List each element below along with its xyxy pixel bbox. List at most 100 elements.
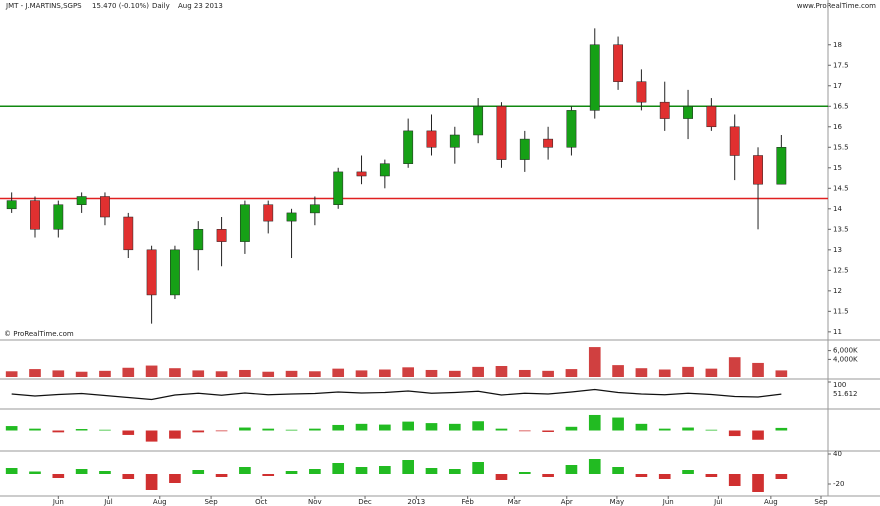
y-tick-label: 15	[833, 164, 842, 172]
bar	[122, 367, 135, 377]
y-tick-label: 13	[833, 246, 842, 254]
bar	[775, 427, 788, 431]
y-tick-label: 16	[833, 123, 842, 131]
bar	[215, 430, 228, 432]
candle-body	[496, 106, 507, 160]
bar	[355, 423, 368, 431]
bar	[355, 467, 368, 474]
candle-body	[53, 204, 64, 230]
bar	[612, 417, 624, 431]
bar	[122, 430, 135, 435]
bar	[5, 468, 18, 474]
y-tick-label: 17	[833, 82, 842, 90]
x-tick-label: May	[610, 498, 624, 506]
bar	[215, 474, 228, 477]
y-tick-label: 12	[833, 287, 842, 295]
y-tick-label: 100	[833, 381, 846, 389]
bar	[5, 371, 18, 377]
candle-body	[776, 147, 787, 185]
bar	[52, 474, 65, 478]
bar	[169, 474, 181, 483]
bar	[122, 474, 135, 479]
y-tick-label: -20	[833, 480, 844, 488]
bar	[425, 468, 438, 474]
symbol: JMT - J.MARTINS,SGPS	[5, 2, 82, 10]
bar	[705, 368, 718, 377]
bar	[635, 474, 648, 477]
bar	[5, 426, 18, 431]
bar	[29, 428, 41, 431]
bar	[262, 474, 275, 476]
bar	[752, 362, 764, 377]
bar	[775, 370, 788, 377]
bar	[728, 357, 741, 377]
bar	[332, 424, 345, 431]
bar	[239, 467, 251, 474]
bar	[262, 428, 275, 431]
bar	[379, 466, 391, 474]
bar	[472, 366, 484, 377]
candle-body	[216, 229, 227, 242]
bar	[29, 369, 41, 377]
bar	[542, 370, 554, 377]
y-tick-label: 4,000K	[833, 355, 858, 363]
bar	[285, 370, 298, 377]
bar	[379, 424, 391, 431]
x-tick-label: Jul	[103, 498, 113, 506]
candle-body	[239, 204, 250, 242]
y-tick-label: 40	[833, 450, 842, 458]
bar	[332, 368, 345, 377]
x-tick-label: Sep	[814, 498, 828, 506]
bar	[612, 467, 624, 474]
x-tick-label: Jun	[52, 498, 64, 506]
bar	[169, 368, 181, 377]
bar	[402, 367, 414, 377]
candle-body	[100, 196, 110, 218]
bar	[262, 371, 275, 377]
bar	[588, 414, 601, 431]
bar	[52, 370, 65, 377]
bar	[99, 370, 111, 377]
bar	[658, 428, 671, 431]
bar	[448, 469, 461, 474]
candle-body	[30, 200, 40, 230]
bar	[588, 459, 601, 474]
y-tick-label: 13.5	[833, 225, 849, 233]
x-tick-label: Nov	[308, 498, 322, 506]
bar	[448, 423, 461, 431]
bar	[728, 430, 741, 437]
bar	[239, 369, 251, 377]
copyright: © ProRealTime.com	[4, 330, 74, 338]
bar	[425, 423, 438, 431]
bar	[99, 471, 111, 474]
bar	[309, 428, 321, 431]
period: Daily	[152, 2, 170, 10]
last-price: 15.470 (-0.10%)	[92, 2, 149, 10]
bar	[215, 371, 228, 377]
bar	[612, 365, 624, 377]
line-series	[11, 388, 782, 401]
bar	[425, 369, 438, 377]
bar	[52, 430, 65, 433]
candle-body	[356, 171, 367, 177]
x-tick-label: Jun	[662, 498, 674, 506]
bar	[472, 462, 484, 474]
bar	[705, 474, 718, 477]
bar	[145, 474, 158, 490]
bar	[402, 421, 414, 431]
y-tick-label: 11.5	[833, 307, 849, 315]
bar	[518, 369, 531, 377]
candle-body	[193, 229, 204, 251]
bar	[518, 472, 531, 474]
x-tick-label: Sep	[204, 498, 218, 506]
candle-body	[123, 216, 134, 251]
bar	[99, 429, 111, 431]
candle-body	[683, 106, 693, 119]
bar	[682, 470, 694, 474]
candle-body	[449, 134, 460, 148]
bar	[355, 370, 368, 377]
bar	[588, 347, 601, 377]
x-tick-label: Dec	[358, 498, 372, 506]
